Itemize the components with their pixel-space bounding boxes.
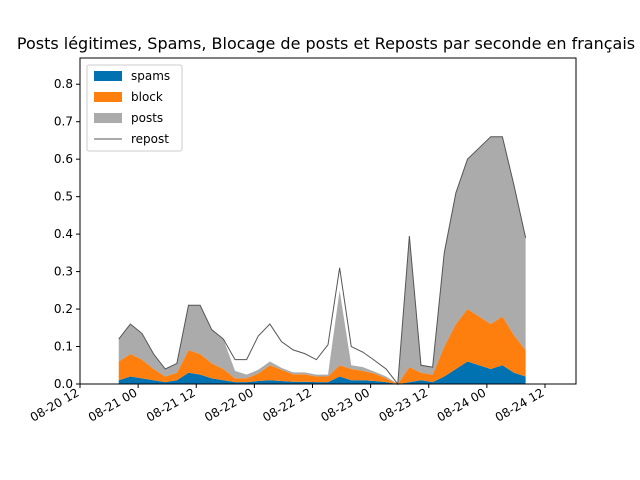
x-tick-label: 08-22 12 [260,385,314,424]
legend-swatch-block [94,92,122,102]
x-tick-label: 08-22 00 [202,385,256,424]
legend-box [86,64,183,152]
y-tick-label: 0.6 [54,152,73,166]
x-tick-label: 08-21 00 [86,385,140,424]
x-tick-label: 08-21 12 [144,385,198,424]
y-tick-label: 0.8 [54,77,73,91]
y-tick-label: 0.0 [54,377,73,391]
y-axis: 0.0 0.1 0.2 0.3 0.4 0.5 0.6 0.7 0.8 [54,77,80,391]
y-tick-label: 0.3 [54,265,73,279]
x-tick-label: 08-23 00 [318,385,372,424]
legend-label-posts: posts [131,111,163,125]
y-tick-label: 0.5 [54,190,73,204]
axes-frame [79,57,577,385]
y-tick-label: 0.1 [54,340,73,354]
y-tick-label: 0.7 [54,115,73,129]
legend-label-repost: repost [131,132,169,146]
x-tick-label: 08-20 12 [28,385,82,424]
x-axis: 08-20 12 08-21 00 08-21 12 08-22 00 08-22 12… [28,384,547,425]
chart-title: Posts légitimes, Spams, Blocage de posts… [17,34,635,53]
legend-label-block: block [131,90,163,104]
legend-label-spams: spams [131,69,170,83]
legend-swatch-posts [94,113,122,123]
plot-area [118,136,527,386]
y-tick-label: 0.4 [54,227,73,241]
x-tick-label: 08-24 12 [493,385,547,424]
legend: spams block posts repost [86,64,183,152]
area-spams [118,361,526,384]
area-posts [118,136,526,384]
x-tick-label: 08-23 12 [377,385,431,424]
y-tick-label: 0.2 [54,302,73,316]
x-tick-label: 08-24 00 [435,385,489,424]
line-repost [118,136,527,386]
legend-swatch-spams [94,71,122,81]
